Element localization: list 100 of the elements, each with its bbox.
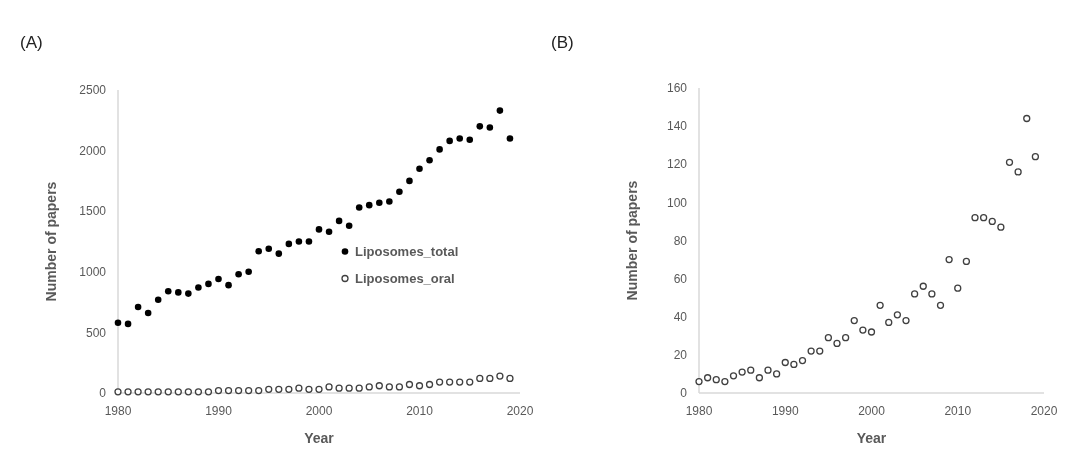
point — [124, 320, 132, 328]
point — [114, 388, 122, 396]
point — [305, 238, 313, 245]
point — [385, 383, 393, 391]
point — [1023, 114, 1031, 123]
y-tick-label: 140 — [666, 119, 688, 134]
point — [195, 284, 202, 291]
point — [355, 384, 363, 392]
point — [954, 284, 962, 292]
y-tick-label: 100 — [666, 195, 688, 210]
point — [971, 213, 979, 222]
point — [426, 157, 433, 164]
point — [335, 384, 343, 392]
point — [405, 380, 414, 389]
point — [476, 374, 484, 383]
x-tick-label: 2010 — [406, 404, 434, 418]
y-tick-label: 1500 — [79, 204, 107, 219]
point — [205, 280, 212, 288]
point — [265, 245, 273, 253]
point — [124, 388, 132, 396]
point — [456, 378, 464, 386]
point — [406, 177, 413, 185]
point — [466, 378, 474, 386]
point — [1005, 158, 1014, 166]
y-tick-label: 40 — [673, 309, 688, 324]
point — [816, 347, 824, 355]
point — [275, 385, 283, 394]
point — [415, 382, 424, 390]
point — [265, 385, 273, 394]
point — [506, 135, 514, 142]
point — [365, 383, 373, 391]
point — [114, 319, 122, 326]
point — [1031, 152, 1040, 161]
point — [910, 290, 919, 298]
x-tick-label: 1990 — [205, 404, 233, 418]
point — [466, 136, 474, 143]
y-tick-label: 2500 — [79, 83, 107, 98]
point — [876, 301, 884, 309]
point — [134, 388, 142, 396]
point — [712, 376, 720, 384]
point — [936, 301, 945, 309]
point — [988, 217, 996, 226]
legend-label: Liposomes_oral — [355, 271, 455, 287]
x-tick-label: 1990 — [771, 404, 799, 418]
point — [275, 250, 283, 257]
point — [375, 382, 383, 390]
x-tick-label: 2020 — [1030, 404, 1058, 418]
point — [416, 165, 423, 173]
point — [225, 281, 232, 289]
point — [365, 201, 373, 209]
point — [435, 378, 444, 386]
point — [285, 385, 293, 394]
point — [721, 377, 729, 386]
point — [144, 309, 152, 317]
point — [486, 374, 494, 383]
point — [738, 368, 746, 376]
point — [824, 334, 833, 342]
point — [1014, 168, 1022, 176]
point — [185, 290, 192, 297]
point — [747, 366, 755, 374]
point — [790, 360, 798, 369]
x-tick-label: 2010 — [944, 404, 972, 418]
point — [305, 385, 313, 394]
point — [245, 386, 253, 395]
y-tick-label: 0 — [680, 386, 688, 401]
point — [729, 372, 738, 380]
point — [841, 334, 850, 342]
point — [174, 388, 182, 396]
point — [134, 303, 142, 311]
point — [928, 290, 936, 298]
point — [486, 124, 494, 131]
x-axis-title: Year — [304, 430, 335, 446]
x-axis-title: Year — [856, 430, 887, 446]
point — [781, 358, 789, 367]
point — [867, 328, 876, 336]
point — [295, 238, 303, 245]
point — [772, 370, 781, 378]
y-tick-label: 2000 — [79, 143, 107, 158]
point — [194, 388, 203, 396]
y-tick-label: 80 — [673, 233, 688, 248]
point — [215, 275, 222, 283]
point — [325, 228, 333, 236]
point — [506, 374, 514, 383]
point — [154, 388, 162, 396]
point — [325, 383, 333, 391]
point — [235, 270, 242, 278]
legend-label: Liposomes_total — [355, 244, 459, 260]
point — [255, 386, 263, 395]
point — [446, 378, 454, 386]
point — [386, 198, 393, 205]
y-axis-title: Number of papers — [43, 181, 59, 302]
point — [396, 188, 403, 196]
point — [902, 316, 910, 325]
point — [850, 316, 858, 325]
point — [496, 107, 504, 114]
point — [695, 377, 703, 386]
point — [345, 384, 353, 392]
point — [945, 255, 953, 264]
point — [755, 374, 764, 382]
x-tick-label: 2020 — [506, 404, 534, 418]
